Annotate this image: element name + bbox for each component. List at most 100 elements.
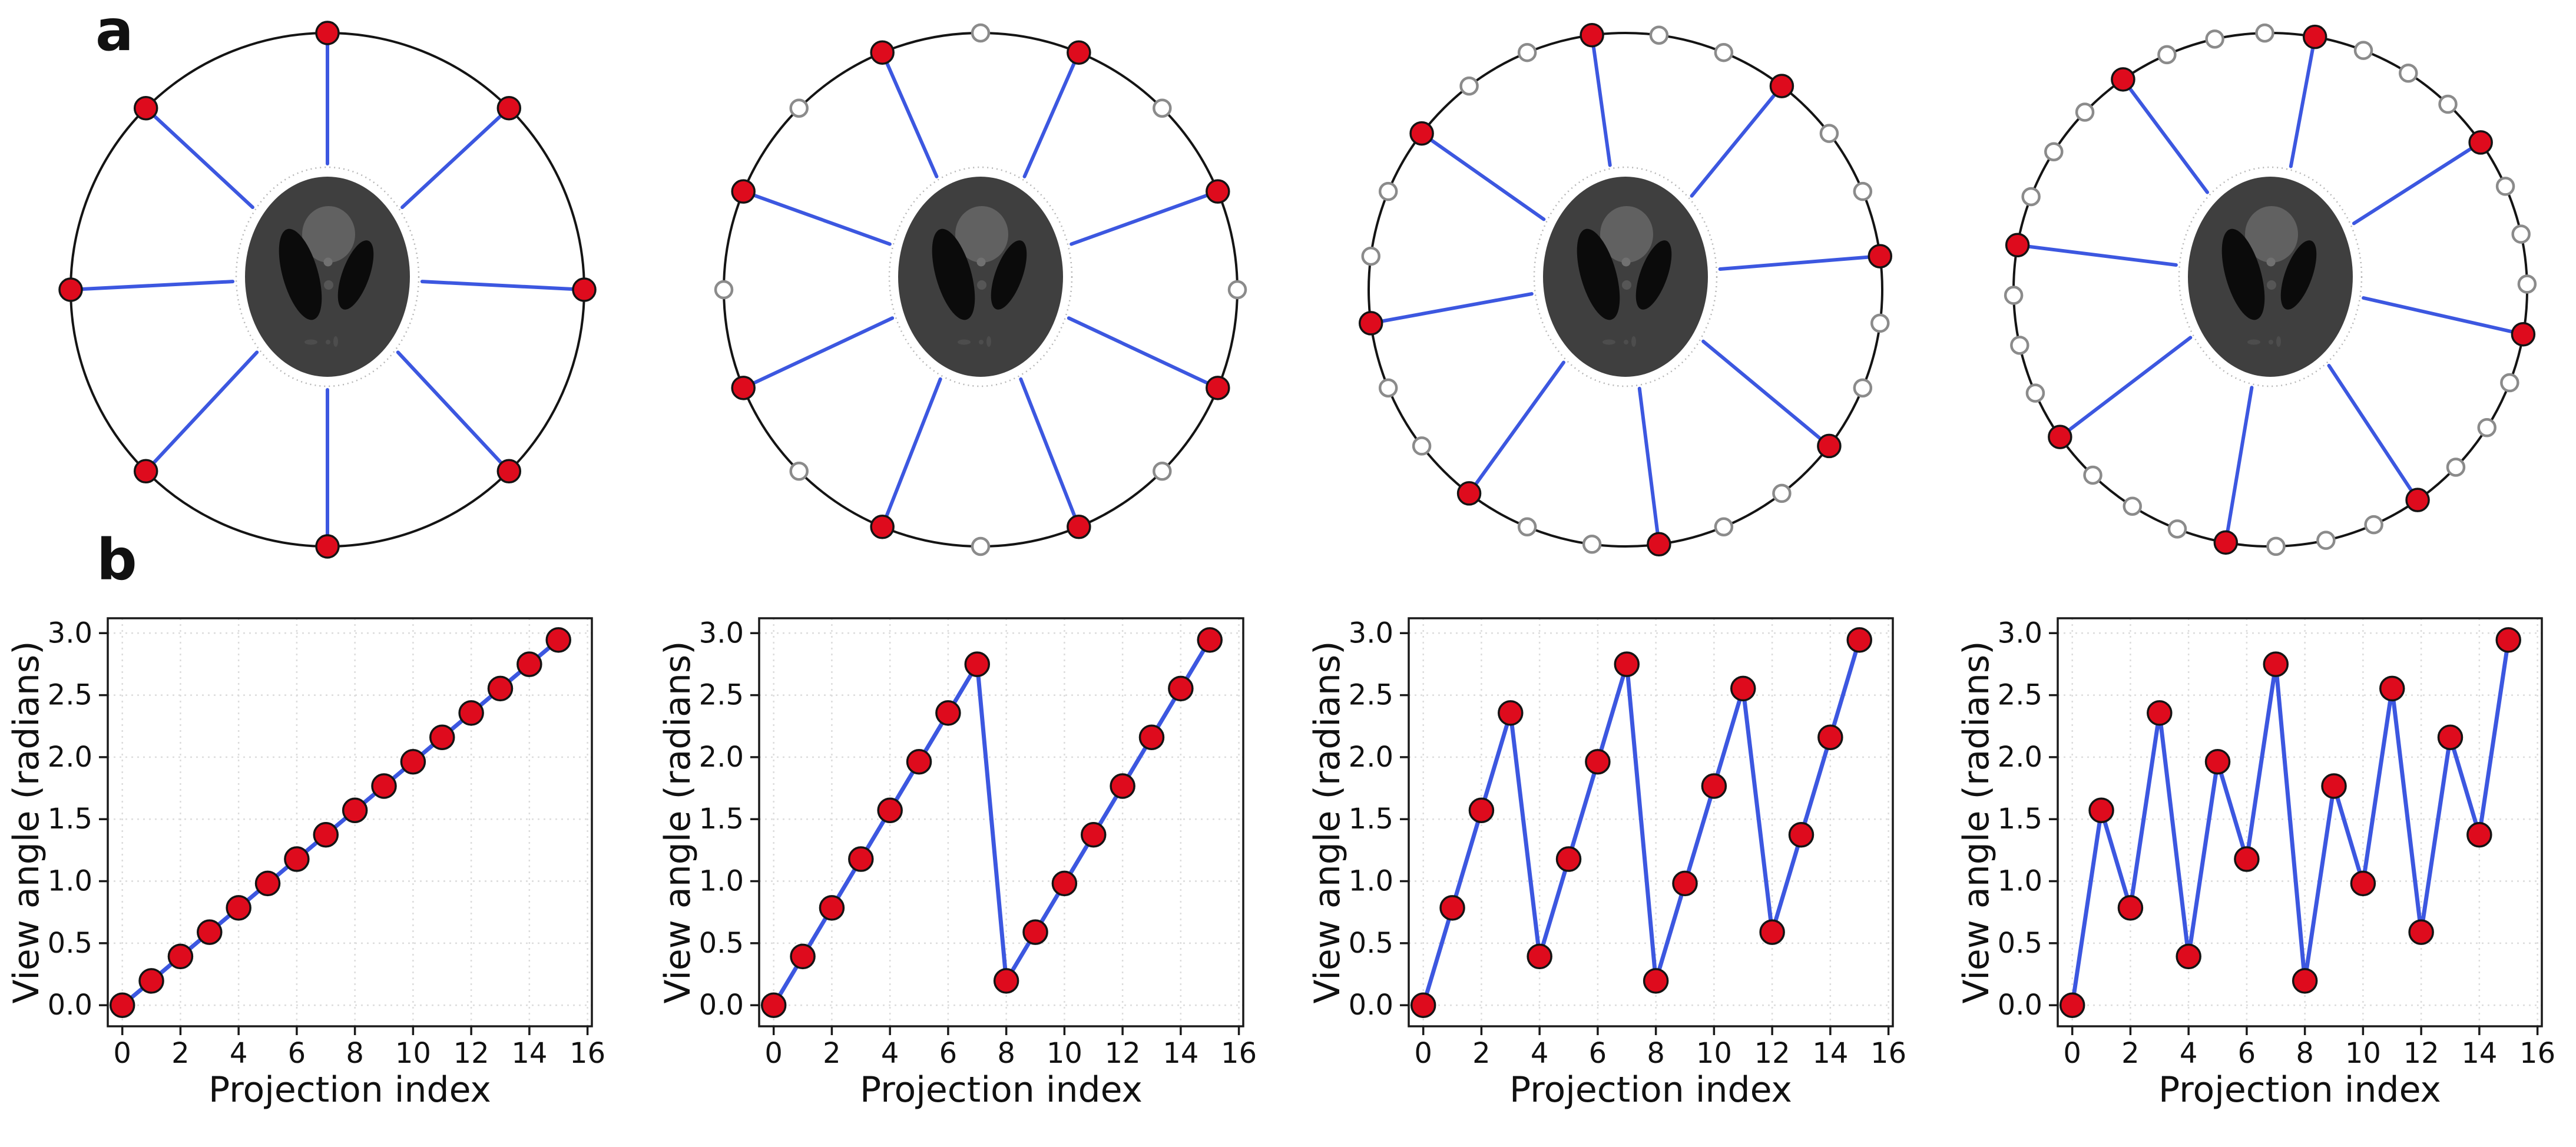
data-point-marker (993, 968, 1019, 994)
projection-spoke (1420, 131, 1546, 221)
phantom-inner-light-ellipse (2245, 206, 2298, 263)
x-tick-label: 6 (939, 1037, 958, 1070)
data-point-marker (1788, 822, 1815, 848)
y-tick-label: 2.0 (48, 741, 92, 774)
y-tick-label: 3.0 (1349, 616, 1393, 649)
projection-spoke (2352, 140, 2483, 226)
projection-spoke (1070, 190, 1220, 246)
y-tick-label: 1.5 (1349, 803, 1393, 836)
data-point-marker (226, 895, 251, 921)
unsampled-position-circle (1378, 181, 1398, 201)
data-point-marker (429, 724, 455, 750)
shepp-logan-phantom (2178, 166, 2363, 387)
data-point-marker (1846, 627, 1872, 653)
phantom-left-ventricle (1577, 228, 1620, 320)
unsampled-position-circle (2025, 383, 2045, 403)
data-point-marker (167, 943, 194, 970)
data-point-marker (1527, 943, 1552, 970)
y-tick-label: 1.5 (699, 803, 744, 836)
data-point-marker (458, 700, 484, 726)
projection-spoke (2058, 336, 2193, 439)
view-angle-plot-2: 0 2 4 6 8 10 12 14 16 0.0 0.5 1.0 1.5 2.0 2.5 3.0 Projec… (657, 616, 1257, 1110)
phantom-right-ventricle (991, 240, 1027, 310)
y-tick-label: 1.0 (1998, 865, 2042, 898)
projection-spoke (1701, 339, 1831, 448)
data-point-marker (1730, 675, 1756, 702)
data-point-marker (138, 968, 164, 994)
data-point-marker (2117, 895, 2144, 921)
sampled-position-dot (2511, 321, 2536, 347)
y-tick-label: 0.0 (1349, 989, 1393, 1022)
phantom-bottom-mark-right (333, 336, 338, 347)
x-tick-label: 8 (1647, 1037, 1665, 1070)
x-tick-label: 6 (1589, 1037, 1607, 1070)
unsampled-position-circle (1153, 462, 1172, 481)
projection-spoke (1067, 316, 1220, 390)
sampled-position-dot (572, 277, 597, 302)
view-angle-line (2070, 638, 2511, 1007)
sampled-position-dot (1067, 40, 1091, 65)
sampled-position-dot (2048, 425, 2072, 449)
x-tick-label: 4 (881, 1037, 899, 1070)
data-point-marker (109, 992, 135, 1018)
sampled-position-dot (2468, 130, 2493, 155)
x-tick-label: 2 (2121, 1037, 2140, 1070)
sampled-position-dot (1358, 311, 1383, 336)
data-point-marker (2292, 968, 2318, 994)
phantom-bottom-mark-left (958, 339, 971, 345)
unsampled-position-circle (2500, 373, 2519, 393)
sampled-position-dot (1647, 532, 1671, 557)
data-point-marker (254, 870, 281, 897)
y-tick-label: 2.0 (1349, 741, 1393, 774)
data-point-marker (2350, 870, 2376, 897)
projection-spoke (1590, 33, 1612, 167)
projection-spoke (880, 51, 939, 178)
sampled-position-dot (496, 95, 522, 121)
y-tick-label: 3.0 (1998, 616, 2042, 649)
unsampled-position-circle (1412, 436, 1432, 456)
sampled-position-dot (133, 459, 158, 484)
x-tick-label: 2 (171, 1037, 190, 1070)
x-tick-label: 6 (2238, 1037, 2256, 1070)
projection-spoke (1467, 360, 1565, 495)
unsampled-position-circle (2044, 142, 2064, 161)
unsampled-position-circle (2364, 515, 2383, 535)
projection-spoke (144, 350, 259, 473)
unsampled-position-circle (789, 98, 809, 118)
unsampled-position-circle (2477, 418, 2496, 437)
sampling-circle-panel-1 (58, 21, 597, 559)
unsampled-position-circle (2075, 102, 2095, 122)
unsampled-position-circle (2205, 29, 2224, 49)
unsampled-position-circle (2167, 519, 2187, 539)
x-axis-label: Projection index (2158, 1069, 2441, 1110)
shepp-logan-phantom (1533, 166, 1718, 387)
sampled-position-dot (1206, 376, 1230, 400)
axes-box (2057, 617, 2543, 1027)
y-tick-label: 2.0 (1998, 741, 2042, 774)
y-tick-label: 1.5 (48, 803, 92, 836)
x-tick-label: 12 (1754, 1037, 1790, 1070)
data-point-marker (1410, 992, 1436, 1018)
unsampled-position-circle (2010, 336, 2029, 355)
y-axis-label: View angle (radians) (6, 641, 47, 1003)
x-tick-label: 14 (1812, 1037, 1848, 1070)
y-tick-label: 2.5 (1998, 679, 2042, 712)
x-tick-label: 2 (1472, 1037, 1491, 1070)
unsampled-position-circle (1517, 517, 1537, 537)
data-point-marker (2147, 700, 2173, 726)
unsampled-position-circle (2399, 64, 2418, 83)
x-axis-label: Projection index (208, 1069, 491, 1110)
x-tick-label: 16 (2519, 1037, 2555, 1070)
sampled-position-dot (731, 376, 756, 400)
data-point-marker (1168, 675, 1194, 702)
shepp-logan-phantom (235, 166, 420, 387)
sampled-position-dot (133, 95, 158, 121)
sampled-position-dot (496, 459, 522, 484)
phantom-left-ventricle (2221, 228, 2265, 320)
sampled-position-dot (1868, 244, 1893, 268)
y-axis-label: View angle (radians) (657, 641, 698, 1003)
phantom-inner-light-ellipse (955, 206, 1008, 263)
view-angle-line (772, 638, 1212, 1007)
y-tick-label: 0.0 (48, 989, 92, 1022)
